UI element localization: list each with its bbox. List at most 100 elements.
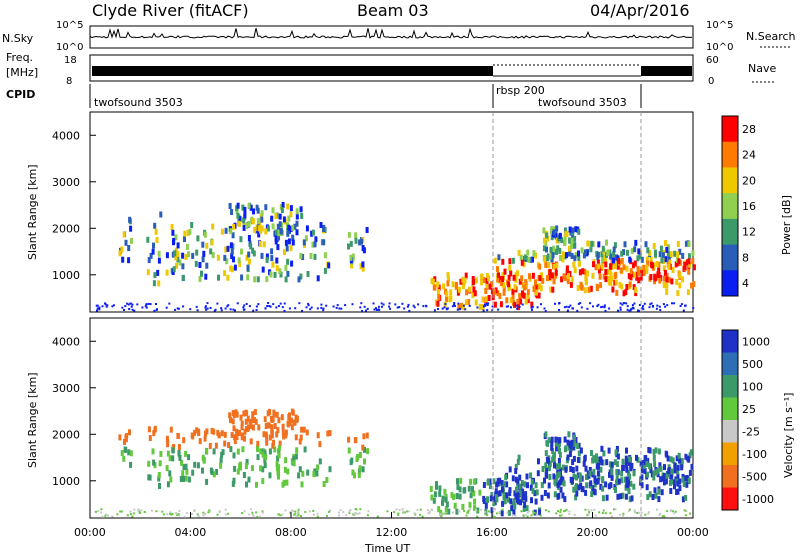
data-cell (511, 501, 515, 508)
ground-scatter-cell (600, 306, 603, 309)
data-cell (601, 476, 605, 483)
data-cell (624, 455, 628, 462)
data-cell (436, 289, 440, 295)
data-cell (546, 440, 550, 447)
ground-scatter-cell (313, 513, 315, 516)
data-cell (284, 239, 288, 246)
data-cell (444, 506, 448, 513)
cpid-seg-2: rbsp 200 (496, 84, 545, 97)
ground-scatter-cell (100, 511, 102, 514)
ground-scatter-cell (594, 514, 597, 517)
data-cell (648, 463, 652, 470)
ground-scatter-cell (573, 514, 576, 516)
data-cell (243, 435, 246, 442)
data-cell (682, 481, 686, 488)
data-cell (447, 508, 451, 515)
data-cell (616, 493, 620, 500)
data-cell (187, 454, 191, 461)
data-cell (579, 447, 583, 454)
data-cell (258, 241, 262, 247)
data-cell (291, 224, 295, 231)
ground-scatter-cell (295, 515, 298, 518)
ground-scatter-cell (106, 304, 109, 307)
ground-scatter-cell (367, 510, 370, 513)
ground-scatter-cell (129, 302, 132, 305)
data-cell (600, 263, 604, 269)
data-cell (612, 257, 615, 264)
data-cell (621, 492, 625, 499)
ground-scatter-cell (209, 510, 212, 513)
data-cell (544, 262, 548, 268)
data-cell (614, 258, 618, 265)
data-cell (499, 301, 503, 308)
data-cell (229, 228, 233, 235)
data-cell (312, 471, 316, 478)
data-cell (181, 252, 185, 259)
data-cell (129, 450, 133, 457)
ground-scatter-cell (510, 306, 512, 309)
ground-scatter-cell (520, 510, 523, 513)
data-cell (596, 259, 600, 266)
data-cell (361, 261, 365, 268)
data-cell (249, 438, 253, 445)
data-cell (217, 274, 220, 281)
data-cell (627, 479, 630, 486)
ground-scatter-cell (373, 308, 376, 311)
data-cell (653, 275, 657, 282)
data-cell (457, 304, 461, 311)
data-cell (279, 271, 283, 278)
data-cell (363, 458, 366, 465)
data-cell (316, 464, 320, 471)
ground-scatter-cell (320, 303, 323, 306)
data-cell (235, 434, 239, 440)
data-cell (651, 494, 655, 500)
data-cell (607, 483, 611, 490)
ground-scatter-cell (140, 509, 143, 512)
data-cell (648, 249, 652, 256)
data-cell (625, 265, 629, 272)
data-cell (256, 454, 260, 461)
ground-scatter-cell (204, 306, 207, 309)
ground-scatter-cell (232, 308, 235, 311)
data-cell (233, 264, 237, 271)
data-cell (658, 277, 662, 284)
data-cell (496, 290, 500, 297)
ground-scatter-cell (437, 308, 439, 310)
data-cell (675, 279, 679, 285)
data-cell (552, 245, 556, 252)
data-cell (563, 227, 567, 234)
ground-scatter-cell (628, 310, 631, 312)
ground-scatter-cell (613, 508, 615, 511)
data-cell (242, 217, 246, 224)
data-cell (299, 206, 303, 213)
ground-scatter-cell (202, 514, 205, 517)
data-cell (580, 247, 584, 254)
ground-scatter-cell (388, 302, 391, 305)
ground-scatter-cell (283, 309, 286, 312)
ground-scatter-cell (680, 303, 683, 306)
ground-scatter-cell (195, 305, 198, 308)
ground-scatter-cell (656, 508, 658, 511)
data-cell (519, 254, 523, 261)
ground-scatter-cell (554, 302, 556, 305)
data-cell (570, 243, 573, 249)
data-cell (246, 274, 250, 281)
data-cell (494, 287, 498, 294)
data-cell (351, 469, 355, 476)
ground-scatter-cell (183, 515, 186, 518)
data-cell (124, 239, 128, 246)
ground-scatter-cell (380, 302, 383, 305)
data-cell (599, 466, 603, 473)
data-cell (687, 268, 691, 275)
data-cell (251, 247, 255, 254)
data-cell (663, 464, 666, 471)
data-cell (613, 242, 617, 249)
data-cell (596, 263, 600, 270)
ground-scatter-cell (514, 514, 517, 517)
ground-scatter-cell (568, 510, 571, 513)
ground-scatter-cell (327, 510, 330, 513)
ground-scatter-cell (408, 309, 411, 312)
data-cell (473, 290, 477, 297)
data-cell (519, 499, 523, 506)
data-cell (570, 439, 574, 446)
